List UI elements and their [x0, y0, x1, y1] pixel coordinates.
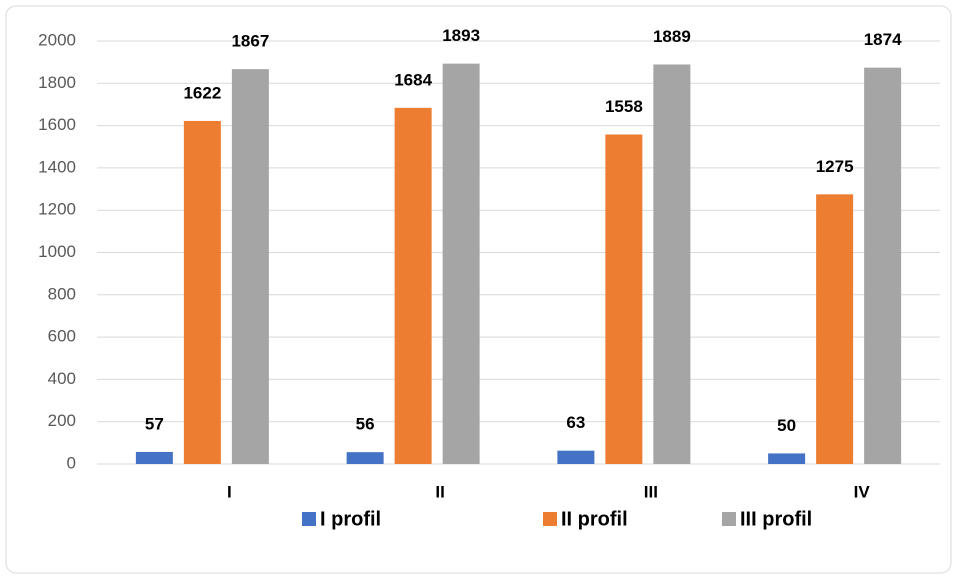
y-tick-label: 1400: [38, 157, 76, 176]
bar: [442, 63, 480, 465]
bar: [653, 64, 691, 464]
bar: [183, 120, 221, 465]
y-tick-label: 600: [48, 327, 76, 346]
y-tick-label: 2000: [38, 30, 76, 49]
x-tick-label: III: [644, 482, 658, 501]
legend-swatch: [543, 512, 557, 526]
data-label: 50: [777, 416, 796, 435]
bar: [816, 194, 854, 464]
bar: [394, 107, 432, 465]
data-label: 1275: [816, 157, 854, 176]
legend-label: II profil: [561, 508, 628, 530]
bar: [864, 67, 902, 465]
data-label: 56: [356, 415, 375, 434]
y-tick-label: 1200: [38, 200, 76, 219]
y-tick-label: 1000: [38, 242, 76, 261]
data-label: 1558: [605, 97, 643, 116]
x-tick-label: II: [435, 482, 444, 501]
bar: [346, 452, 384, 464]
bar: [605, 134, 643, 464]
bar: [557, 450, 595, 464]
bar: [231, 69, 269, 464]
data-label: 57: [145, 414, 164, 433]
y-tick-label: 1800: [38, 73, 76, 92]
data-label: 1893: [442, 26, 480, 45]
x-tick-label: I: [227, 482, 232, 501]
legend-swatch: [302, 512, 316, 526]
y-tick-label: 1600: [38, 115, 76, 134]
bar: [135, 451, 173, 464]
data-label: 1874: [864, 30, 902, 49]
y-tick-label: 0: [67, 453, 76, 472]
legend-label: I profil: [320, 508, 381, 530]
legend-label: III profil: [740, 508, 812, 530]
y-tick-label: 400: [48, 369, 76, 388]
data-label: 1867: [231, 32, 269, 51]
data-label: 1622: [183, 83, 221, 102]
data-label: 1889: [653, 27, 691, 46]
data-label: 1684: [394, 70, 432, 89]
legend-swatch: [722, 512, 736, 526]
data-label: 63: [566, 413, 585, 432]
x-tick-label: IV: [854, 482, 871, 501]
y-tick-label: 800: [48, 284, 76, 303]
bar: [768, 453, 806, 464]
y-tick-label: 200: [48, 411, 76, 430]
